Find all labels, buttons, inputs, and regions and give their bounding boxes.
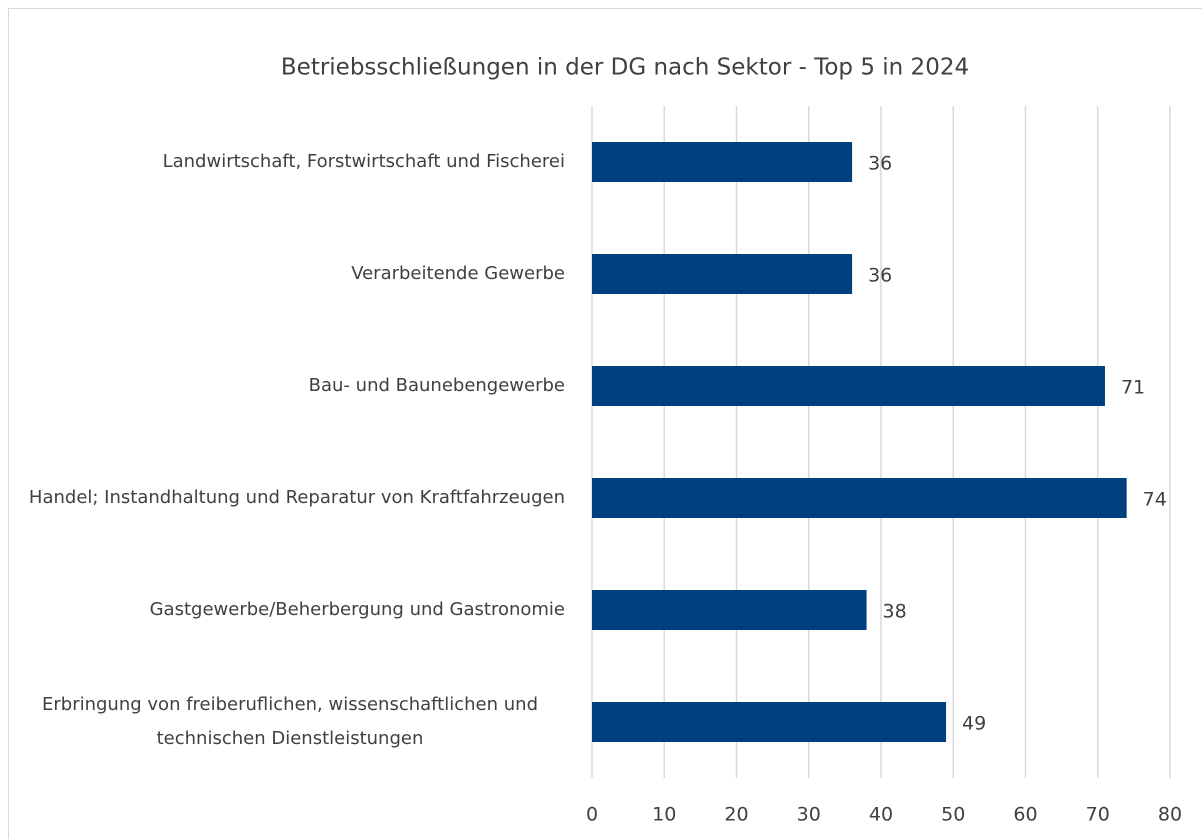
x-tick-label: 40 (869, 804, 893, 826)
y-tick-label: Erbringung von freiberuflichen, wissensc… (42, 694, 538, 749)
data-label: 38 (883, 601, 907, 623)
y-tick-label: Landwirtschaft, Forstwirtschaft und Fisc… (162, 151, 565, 172)
y-tick-label: Gastgewerbe/Beherbergung und Gastronomie (149, 599, 565, 620)
x-tick-label: 20 (724, 804, 748, 826)
x-tick-label: 50 (941, 804, 965, 826)
bar (592, 702, 947, 742)
data-label: 71 (1121, 377, 1145, 399)
bar (592, 142, 853, 182)
y-tick-label: Handel; Instandhaltung und Reparatur von… (28, 487, 565, 508)
x-tick-label: 10 (652, 804, 676, 826)
bar (592, 254, 853, 294)
y-tick-label: Verarbeitende Gewerbe (351, 263, 565, 284)
data-label: 49 (962, 713, 986, 735)
chart-title: Betriebsschließungen in der DG nach Sekt… (281, 55, 969, 81)
bar (592, 366, 1105, 406)
x-tick-label: 60 (1013, 804, 1037, 826)
data-label: 36 (868, 153, 892, 175)
bar (592, 590, 867, 630)
chart-frame (8, 8, 1202, 839)
x-tick-label: 70 (1086, 804, 1110, 826)
bar (592, 478, 1127, 518)
x-tick-label: 0 (586, 804, 598, 826)
data-label: 74 (1143, 489, 1167, 511)
data-label: 36 (868, 265, 892, 287)
y-tick-label: Bau- und Baunebengewerbe (308, 375, 565, 396)
x-tick-label: 30 (797, 804, 821, 826)
x-tick-label: 80 (1158, 804, 1182, 826)
